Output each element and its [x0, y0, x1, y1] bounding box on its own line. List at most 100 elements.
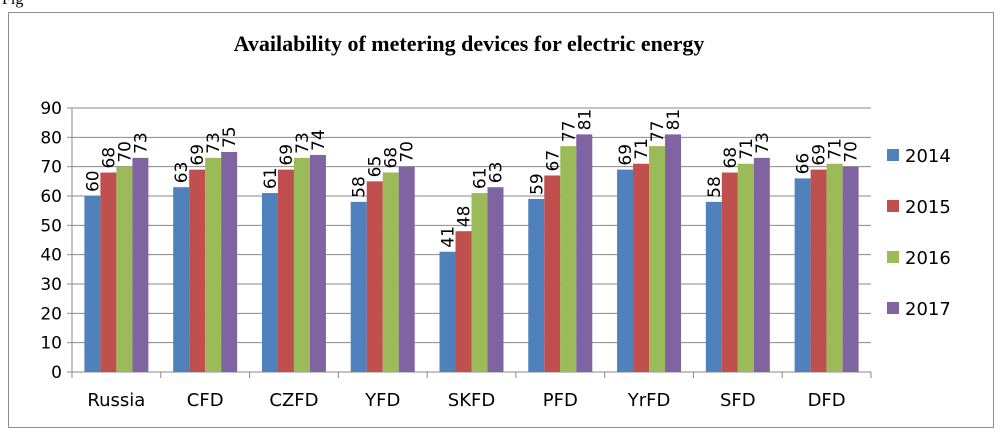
bar [560, 146, 577, 372]
bar [528, 198, 545, 372]
bar [309, 154, 326, 372]
x-category-label: PFD [543, 390, 578, 411]
legend-swatch [887, 302, 899, 314]
data-label: 58 [350, 176, 370, 198]
bar [649, 146, 666, 372]
data-label: 71 [826, 138, 846, 160]
data-label: 70 [115, 141, 135, 163]
y-tick-label: 30 [40, 275, 62, 295]
data-label: 68 [99, 147, 119, 169]
data-label: 69 [810, 144, 830, 166]
data-label: 71 [632, 138, 652, 160]
y-tick-label: 90 [40, 99, 62, 119]
bar [794, 178, 811, 372]
legend-swatch [887, 200, 899, 212]
legend-label: 2015 [905, 197, 951, 218]
data-label: 63 [172, 162, 192, 184]
bar [753, 157, 770, 372]
x-category-label: CZFD [269, 390, 318, 411]
bar [173, 187, 190, 372]
y-tick-label: 50 [40, 216, 62, 236]
y-tick-label: 0 [51, 363, 62, 383]
data-labels: 6068707363697375616973745865687041486163… [83, 109, 861, 248]
bar [350, 201, 367, 372]
legend-label: 2016 [905, 248, 951, 269]
bar [366, 181, 383, 372]
data-label: 58 [705, 176, 725, 198]
x-category-label: SFD [720, 390, 756, 411]
data-label: 68 [721, 147, 741, 169]
bar [544, 175, 561, 372]
data-label: 70 [842, 141, 862, 163]
bar [221, 152, 238, 372]
chart-frame: Availability of metering devices for ele… [8, 12, 994, 428]
data-label: 60 [83, 170, 103, 192]
bar [705, 201, 722, 372]
bar [810, 169, 827, 372]
figure-label: Fig [2, 0, 23, 9]
bar [826, 163, 843, 372]
bar [576, 134, 593, 372]
data-label: 67 [543, 150, 563, 172]
y-tick-label: 40 [40, 246, 62, 266]
data-label: 81 [575, 109, 595, 131]
x-category-label: YrFD [627, 390, 671, 411]
y-tick-label: 80 [40, 128, 62, 148]
bar [439, 251, 456, 372]
data-label: 65 [366, 156, 386, 178]
bar [132, 157, 149, 372]
bar [721, 172, 738, 372]
x-category-label: CFD [187, 390, 224, 411]
data-label: 68 [382, 147, 402, 169]
data-label: 73 [293, 132, 313, 154]
y-tick-label: 70 [40, 158, 62, 178]
bar [116, 166, 133, 372]
bar [455, 231, 472, 372]
data-label: 61 [261, 167, 281, 189]
bar [617, 169, 634, 372]
data-label: 74 [309, 129, 329, 151]
bar [277, 169, 294, 372]
data-label: 73 [131, 132, 151, 154]
bars [84, 134, 859, 372]
bar [189, 169, 206, 372]
data-label: 73 [204, 132, 224, 154]
x-category-label: YFD [364, 390, 400, 411]
y-tick-label: 20 [40, 304, 62, 324]
x-category-label: DFD [808, 390, 846, 411]
x-category-label: Russia [87, 390, 145, 411]
data-label: 75 [220, 126, 240, 148]
legend-swatch [887, 149, 899, 161]
bar [737, 163, 754, 372]
legend-swatch [887, 251, 899, 263]
x-category-label: SKFD [448, 390, 495, 411]
data-label: 71 [737, 138, 757, 160]
data-label: 81 [664, 109, 684, 131]
data-label: 66 [794, 153, 814, 175]
data-label: 70 [398, 141, 418, 163]
bar [205, 157, 222, 372]
legend-label: 2017 [905, 299, 951, 320]
data-label: 77 [559, 120, 579, 142]
data-label: 63 [487, 162, 507, 184]
data-label: 73 [753, 132, 773, 154]
y-tick-label: 60 [40, 187, 62, 207]
bar [382, 172, 399, 372]
bar [633, 163, 650, 372]
bar [84, 196, 101, 372]
data-label: 77 [648, 120, 668, 142]
legend: 2014 2015 2016 2017 [887, 146, 951, 320]
bar [398, 166, 415, 372]
legend-label: 2014 [905, 146, 951, 167]
y-tick-label: 10 [40, 334, 62, 354]
bar [842, 166, 859, 372]
bar [293, 157, 310, 372]
bar [100, 172, 117, 372]
bar [487, 187, 504, 372]
data-label: 61 [471, 167, 491, 189]
bar [471, 193, 488, 372]
bar [261, 193, 278, 372]
data-label: 59 [527, 173, 547, 195]
data-label: 69 [616, 144, 636, 166]
data-label: 48 [455, 206, 475, 228]
